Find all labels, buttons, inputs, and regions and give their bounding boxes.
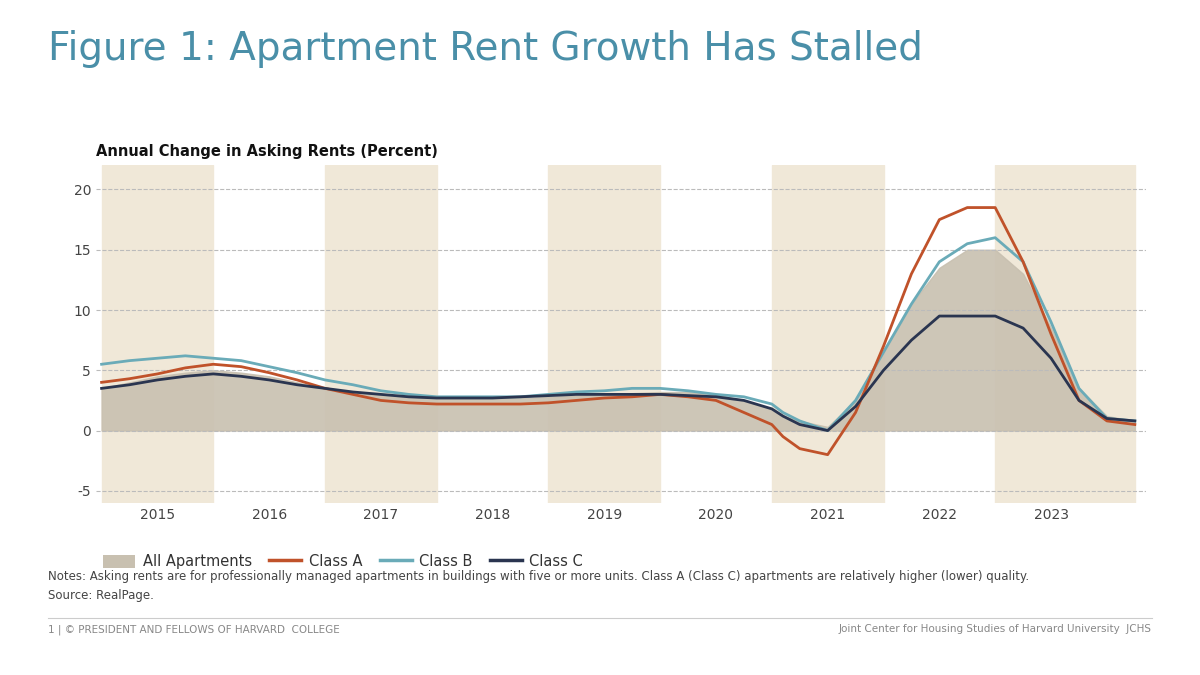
Bar bbox=[102, 165, 214, 503]
Bar bbox=[995, 165, 1135, 503]
Bar bbox=[548, 165, 660, 503]
Bar bbox=[325, 165, 437, 503]
Bar bbox=[772, 165, 883, 503]
Text: 1 | © PRESIDENT AND FELLOWS OF HARVARD  COLLEGE: 1 | © PRESIDENT AND FELLOWS OF HARVARD C… bbox=[48, 624, 340, 635]
Text: Figure 1: Apartment Rent Growth Has Stalled: Figure 1: Apartment Rent Growth Has Stal… bbox=[48, 30, 923, 68]
Text: Joint Center for Housing Studies of Harvard University  JCHS: Joint Center for Housing Studies of Harv… bbox=[839, 624, 1152, 634]
Text: Annual Change in Asking Rents (Percent): Annual Change in Asking Rents (Percent) bbox=[96, 144, 438, 159]
Text: Notes: Asking rents are for professionally managed apartments in buildings with : Notes: Asking rents are for professional… bbox=[48, 570, 1030, 583]
Text: Source: RealPage.: Source: RealPage. bbox=[48, 589, 154, 601]
Legend: All Apartments, Class A, Class B, Class C: All Apartments, Class A, Class B, Class … bbox=[103, 554, 583, 569]
